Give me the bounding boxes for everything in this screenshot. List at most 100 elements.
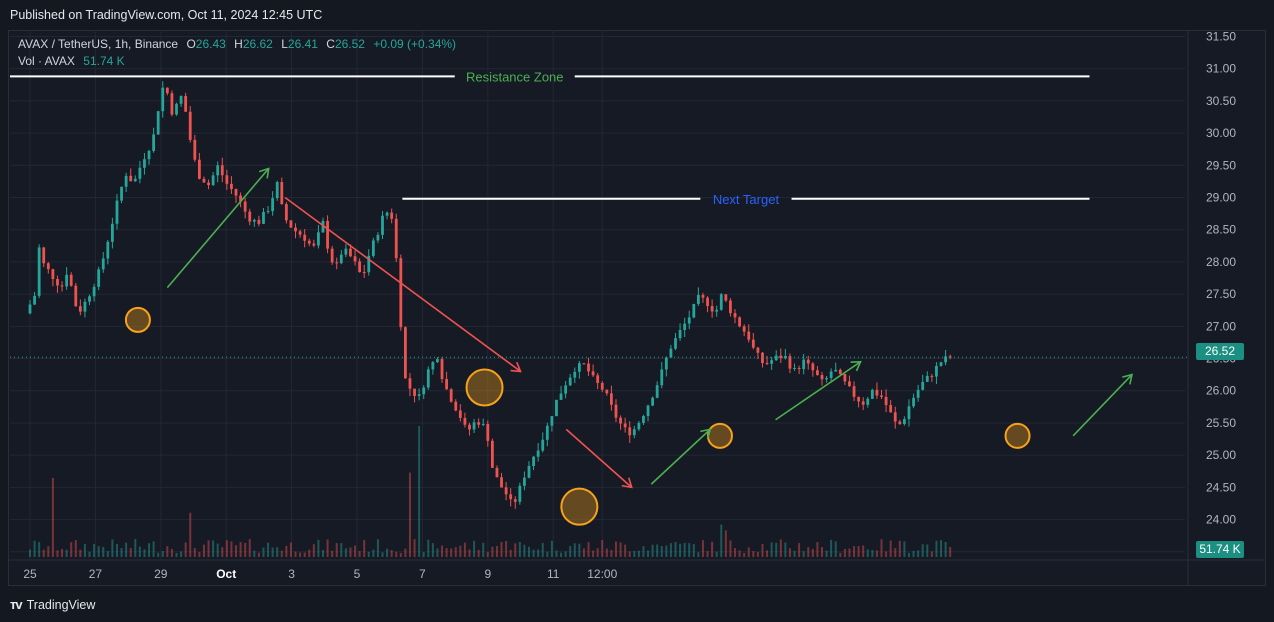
volume-bar [578, 543, 581, 557]
candle-up [939, 362, 943, 366]
volume-bar [349, 547, 352, 557]
volume-bar [248, 539, 251, 557]
candle-up [834, 369, 838, 372]
candle-down [930, 375, 934, 377]
volume-bar [189, 512, 192, 557]
volume-bar [651, 544, 654, 557]
volume-bar [38, 542, 41, 557]
x-tick-label: 27 [89, 567, 103, 581]
green-trend-arrow [650, 428, 711, 485]
volume-bar [688, 543, 691, 557]
volume-bar [454, 547, 457, 557]
candle-down [449, 389, 453, 402]
volume-bar [711, 541, 714, 557]
volume-bar [647, 550, 650, 557]
support-circle [560, 487, 599, 526]
volume-bar [853, 546, 856, 557]
y-tick-label: 25.00 [1206, 448, 1236, 462]
candle-down [500, 477, 503, 488]
volume-bar [894, 548, 897, 557]
volume-bar [592, 550, 595, 557]
volume-bar [889, 540, 892, 557]
candle-up [101, 258, 105, 270]
candle-down [504, 487, 508, 495]
volume-label[interactable]: Vol · AVAX [18, 54, 75, 68]
candle-up [111, 223, 114, 242]
candle-down [761, 352, 764, 364]
candle-up [37, 247, 41, 296]
candle-down [893, 412, 897, 422]
volume-bar [573, 543, 576, 557]
candle-down [458, 410, 462, 418]
volume-bar [138, 546, 141, 557]
volume-bar [825, 550, 828, 557]
volume-bar [386, 548, 389, 557]
next-target-label: Next Target [713, 192, 780, 207]
volume-bar [917, 550, 920, 557]
volume-bar [660, 545, 663, 557]
candle-down [591, 371, 595, 376]
candle-up [541, 439, 545, 451]
volume-bar [880, 539, 883, 557]
volume-bar [267, 542, 270, 557]
y-tick-label: 29.50 [1206, 158, 1236, 172]
volume-bar [738, 550, 741, 557]
candle-down [284, 204, 288, 221]
candle-up [870, 389, 874, 399]
volume-bar [729, 540, 732, 557]
candle-down [257, 219, 261, 224]
candle-down [248, 211, 252, 222]
candle-down [889, 405, 893, 413]
volume-bar [221, 547, 224, 557]
candle-down [729, 300, 732, 314]
candle-up [683, 323, 687, 331]
volume-bar [944, 541, 947, 557]
volume-bar [106, 551, 109, 557]
candle-up [252, 219, 256, 222]
candle-up [271, 198, 275, 212]
candle-down [463, 417, 467, 425]
volume-bar [500, 541, 503, 557]
low-label: L [281, 37, 288, 51]
footer-brand[interactable]: TradingView [26, 597, 96, 612]
volume-bar [802, 551, 805, 557]
candle-up [138, 167, 142, 179]
volume-bar [788, 548, 791, 557]
volume-bar [372, 549, 375, 557]
candle-down [628, 427, 632, 436]
green-trend-arrow [166, 167, 270, 289]
volume-bar [601, 540, 604, 557]
volume-bar [912, 550, 915, 557]
volume-bar [495, 546, 498, 557]
candle-up [367, 255, 371, 273]
y-tick-label: 24.00 [1206, 513, 1236, 527]
candle-up [371, 240, 375, 256]
candle-down [349, 248, 352, 257]
chart-frame[interactable] [8, 30, 1266, 586]
volume-bar [949, 547, 952, 557]
candle-up [802, 359, 806, 370]
green-trend-arrow [775, 361, 862, 421]
support-circle [706, 422, 733, 449]
tradingview-logo-icon[interactable]: ᴛᴠ [10, 597, 23, 612]
volume-bar [408, 472, 411, 557]
candle-up [381, 215, 384, 235]
candle-down [490, 440, 494, 468]
volume-bar [280, 550, 283, 557]
volume-bar [674, 541, 677, 557]
symbol-label[interactable]: AVAX / TetherUS, 1h, Binance [18, 37, 179, 51]
candle-up [902, 419, 906, 425]
candle-down [399, 258, 403, 328]
candle-down [610, 393, 613, 405]
high-value: 26.62 [242, 37, 273, 51]
volume-bar [843, 548, 846, 557]
volume-bar [930, 551, 933, 557]
candle-down [440, 359, 444, 380]
volume-bar [111, 539, 114, 557]
resistance-zone-label: Resistance Zone [466, 69, 564, 84]
red-trend-arrow [284, 196, 521, 373]
arrow-head [510, 361, 522, 373]
volume-bar [537, 549, 540, 557]
volume-bar [862, 545, 865, 557]
